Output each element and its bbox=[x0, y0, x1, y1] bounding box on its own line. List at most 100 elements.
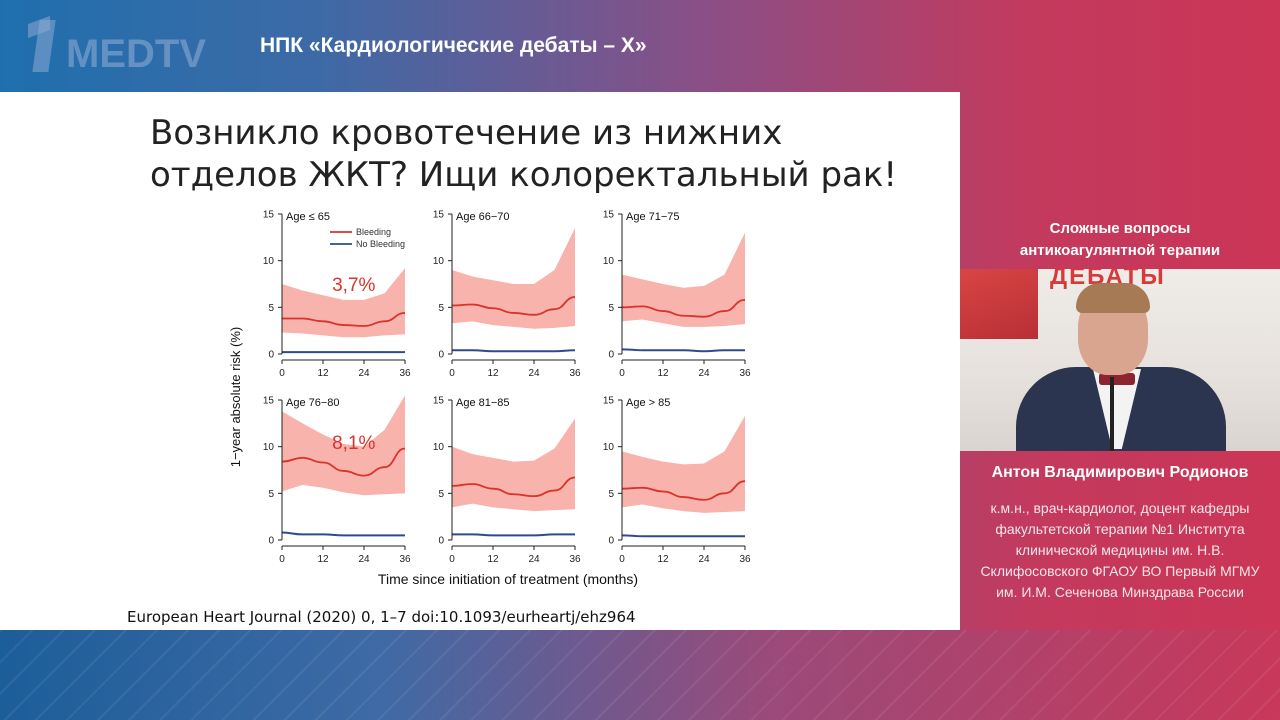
x-tick-label: 36 bbox=[739, 554, 751, 565]
logo-mark-icon bbox=[28, 16, 62, 74]
y-tick-label: 15 bbox=[603, 210, 615, 221]
session-topic-line: Сложные вопросы bbox=[1049, 220, 1191, 237]
x-tick-label: 24 bbox=[698, 368, 710, 379]
risk-chart: 1−year absolute risk (%) Time since initi… bbox=[228, 210, 751, 588]
session-topic-line: антикоагулянтной терапии bbox=[1019, 242, 1221, 259]
no-bleeding-line bbox=[451, 533, 575, 537]
bleeding-line bbox=[281, 447, 406, 477]
chart-panel: 0 5 10 15 0 12 24 36 Age > 85 bbox=[603, 396, 751, 566]
y-axis-label: 1−year absolute risk (%) bbox=[228, 327, 243, 468]
y-tick-label: 0 bbox=[608, 536, 614, 547]
slide-title-line: отделов ЖКТ? Ищи колоректальный рак! bbox=[150, 155, 898, 195]
bleeding-confidence-band bbox=[452, 228, 575, 329]
no-bleeding-line bbox=[621, 348, 745, 353]
background-pattern bbox=[0, 630, 1280, 720]
microphone-icon bbox=[1110, 377, 1114, 451]
presentation-slide: Возникло кровотечение из нижних отделов … bbox=[0, 92, 960, 630]
x-tick-label: 0 bbox=[449, 554, 455, 565]
x-tick-label: 24 bbox=[698, 554, 710, 565]
bleeding-confidence-band bbox=[452, 418, 575, 512]
y-tick-label: 10 bbox=[263, 442, 275, 453]
x-tick-label: 36 bbox=[399, 368, 411, 379]
no-bleeding-line bbox=[452, 349, 576, 353]
x-tick-label: 24 bbox=[528, 368, 540, 379]
y-tick-label: 0 bbox=[268, 536, 274, 547]
y-tick-label: 5 bbox=[608, 303, 614, 314]
bleeding-line bbox=[451, 476, 576, 498]
y-tick-label: 5 bbox=[268, 489, 274, 500]
slide-title: Возникло кровотечение из нижних отделов … bbox=[150, 112, 930, 196]
chart-panel: 0 5 10 15 0 12 24 36 Age 66−70 bbox=[433, 210, 581, 380]
panel-title: Age 71−75 bbox=[626, 211, 680, 223]
y-tick-label: 0 bbox=[438, 536, 444, 547]
bleeding-line bbox=[621, 298, 746, 318]
y-tick-label: 10 bbox=[263, 256, 275, 267]
x-tick-label: 0 bbox=[279, 368, 285, 379]
event-title: НПК «Кардиологические дебаты – X» bbox=[260, 34, 647, 57]
y-tick-label: 10 bbox=[433, 442, 445, 453]
y-tick-label: 0 bbox=[608, 350, 614, 361]
x-tick-label: 12 bbox=[487, 368, 499, 379]
speaker-desc-line: факультетской терапии №1 Института bbox=[995, 521, 1245, 537]
x-tick-label: 36 bbox=[569, 554, 581, 565]
y-tick-label: 5 bbox=[438, 303, 444, 314]
slide-title-line: Возникло кровотечение из нижних bbox=[150, 113, 783, 153]
no-bleeding-line bbox=[621, 534, 745, 538]
legend-label: No Bleeding bbox=[356, 239, 405, 249]
speaker-hair bbox=[1076, 283, 1150, 313]
y-tick-label: 15 bbox=[603, 396, 615, 407]
y-tick-label: 10 bbox=[603, 442, 615, 453]
x-tick-label: 24 bbox=[358, 554, 370, 565]
speaker-name: Антон Владимирович Родионов bbox=[991, 464, 1249, 481]
y-tick-label: 0 bbox=[438, 350, 444, 361]
medtv-logo: MEDTV bbox=[28, 14, 218, 76]
x-tick-label: 0 bbox=[449, 368, 455, 379]
x-tick-label: 36 bbox=[399, 554, 411, 565]
y-tick-label: 5 bbox=[438, 489, 444, 500]
no-bleeding-line bbox=[281, 531, 405, 537]
bleeding-line bbox=[621, 480, 746, 501]
chart-panel: 0 5 10 15 0 12 24 36 Age ≤ 65 3,7% Bleeding No Blee… bbox=[263, 210, 411, 380]
x-tick-label: 12 bbox=[317, 554, 329, 565]
y-tick-label: 10 bbox=[603, 256, 615, 267]
chart-panel: 0 5 10 15 0 12 24 36 Age 76−80 8,1% bbox=[263, 395, 411, 565]
bleeding-confidence-band bbox=[282, 395, 405, 496]
citation: European Heart Journal (2020) 0, 1–7 doi… bbox=[127, 608, 636, 626]
x-tick-label: 0 bbox=[619, 554, 625, 565]
x-tick-label: 0 bbox=[619, 368, 625, 379]
x-tick-label: 24 bbox=[528, 554, 540, 565]
bleeding-line bbox=[282, 312, 406, 327]
x-tick-label: 36 bbox=[739, 368, 751, 379]
chart-panel: 0 5 10 15 0 12 24 36 Age 81−85 bbox=[433, 396, 581, 566]
speaker-desc-line: клинической медицины им. Н.В. bbox=[1015, 542, 1225, 558]
x-tick-label: 0 bbox=[279, 554, 285, 565]
x-axis-label: Time since initiation of treatment (mont… bbox=[378, 571, 638, 587]
y-tick-label: 15 bbox=[433, 396, 445, 407]
panel-title: Age 66−70 bbox=[456, 211, 510, 223]
chart-panel: 0 5 10 15 0 12 24 36 Age 71−75 bbox=[603, 210, 751, 380]
speaker-desc-line: к.м.н., врач-кардиолог, доцент кафедры bbox=[990, 500, 1250, 516]
logo-text: MEDTV bbox=[66, 31, 206, 76]
x-tick-label: 24 bbox=[358, 368, 370, 379]
speaker-desc-line: им. И.М. Сеченова Минздрава России bbox=[996, 584, 1244, 600]
panel-annotation: 8,1% bbox=[332, 433, 375, 454]
panel-title: Age ≤ 65 bbox=[286, 211, 330, 223]
x-tick-label: 12 bbox=[657, 554, 669, 565]
x-tick-label: 36 bbox=[569, 368, 581, 379]
speaker-video: ДЕБАТЫ bbox=[960, 269, 1280, 451]
banner-shape bbox=[960, 269, 1038, 339]
y-tick-label: 15 bbox=[433, 210, 445, 221]
bleeding-confidence-band bbox=[622, 415, 745, 513]
y-tick-label: 5 bbox=[268, 303, 274, 314]
bleeding-line bbox=[451, 296, 576, 316]
panel-title: Age > 85 bbox=[626, 397, 670, 409]
speaker-panel: Сложные вопросы антикоагулянтной терапии… bbox=[960, 92, 1280, 630]
chart-legend: Bleeding No Bleeding bbox=[330, 227, 405, 249]
y-tick-label: 15 bbox=[263, 396, 275, 407]
x-tick-label: 12 bbox=[487, 554, 499, 565]
bleeding-confidence-band bbox=[622, 232, 745, 327]
y-tick-label: 10 bbox=[433, 256, 445, 267]
panel-title: Age 81−85 bbox=[456, 397, 510, 409]
bow-tie bbox=[1099, 373, 1135, 385]
panel-title: Age 76−80 bbox=[286, 397, 340, 409]
